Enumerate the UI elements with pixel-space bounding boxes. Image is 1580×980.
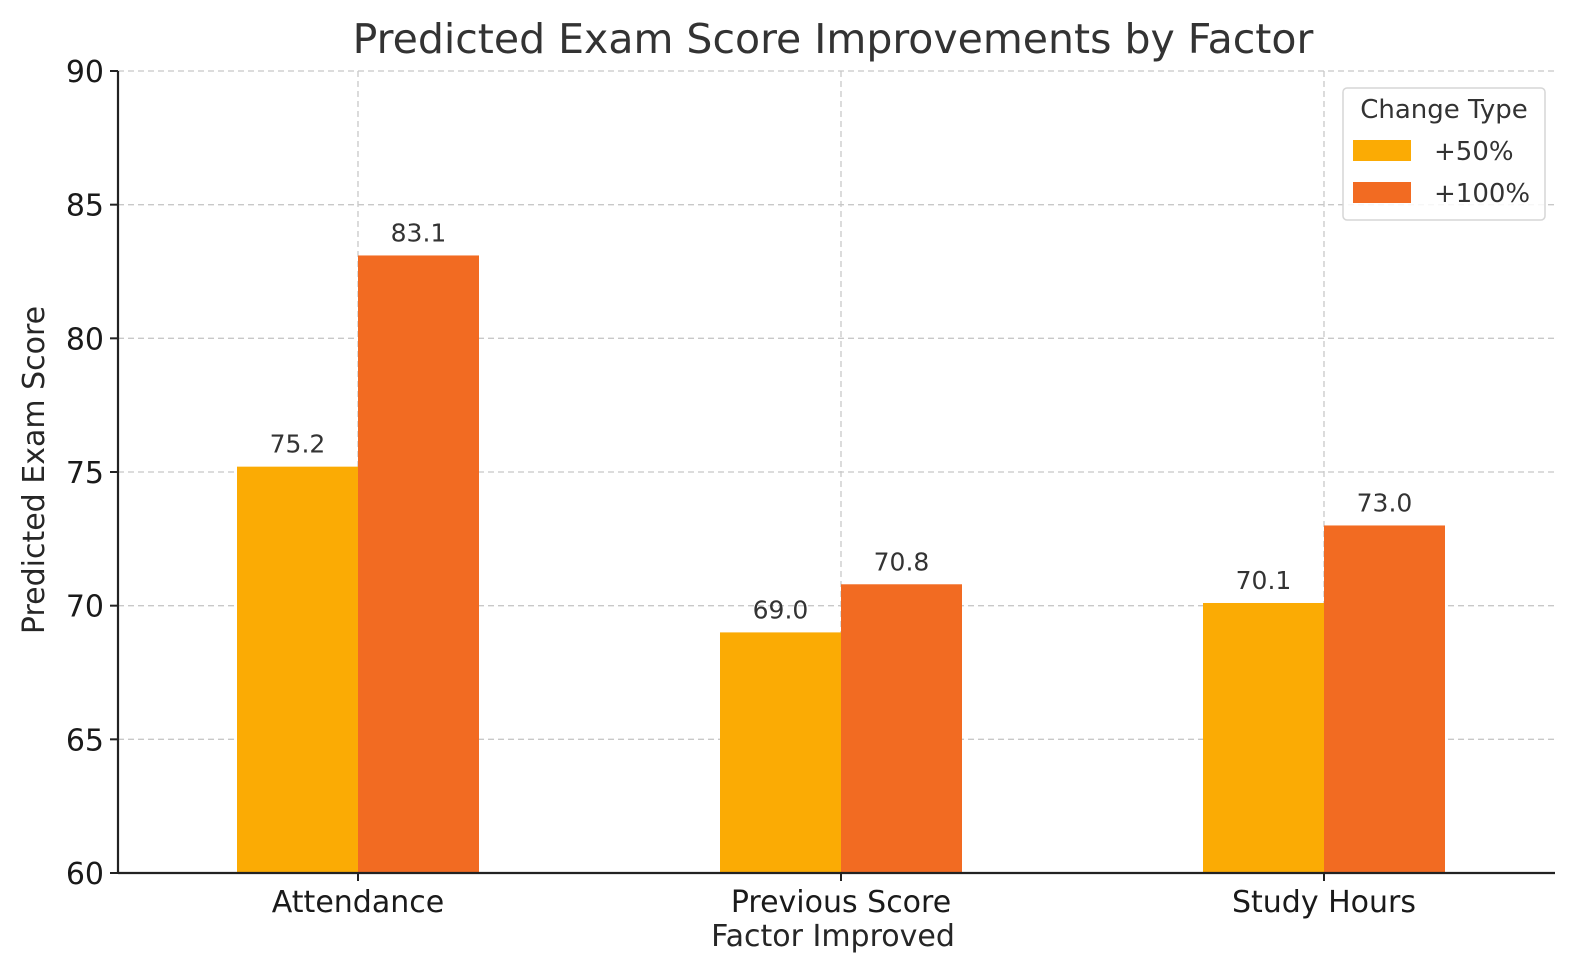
data-label-plus-50: 70.1 xyxy=(1236,566,1292,595)
data-label-plus-50: 75.2 xyxy=(270,430,326,459)
data-label-plus-100: 70.8 xyxy=(874,547,930,576)
data-label-plus-100: 73.0 xyxy=(1357,488,1413,517)
data-label-plus-100: 83.1 xyxy=(391,218,447,247)
legend-label-plus-50: +50% xyxy=(1434,137,1514,167)
y-tick-label: 75 xyxy=(66,456,104,491)
bar-plus-100 xyxy=(358,255,479,873)
legend-swatch-plus-100 xyxy=(1353,182,1411,203)
bars xyxy=(237,255,1445,873)
bar-plus-50 xyxy=(720,632,841,873)
y-ticks: 60 65 70 75 80 85 90 xyxy=(66,55,118,892)
bar-plus-50 xyxy=(1203,602,1324,873)
x-ticks: Attendance Previous Score Study Hours xyxy=(272,873,1416,920)
y-tick-label: 65 xyxy=(66,723,104,758)
data-label-plus-50: 69.0 xyxy=(753,595,809,624)
y-axis-label: Predicted Exam Score xyxy=(17,306,52,634)
legend-label-plus-100: +100% xyxy=(1434,179,1530,209)
legend: Change Type +50% +100% xyxy=(1342,87,1546,221)
y-tick-label: 80 xyxy=(66,322,104,357)
data-labels: 75.2 69.0 70.1 83.1 70.8 73.0 xyxy=(270,218,1413,624)
x-tick-label: Study Hours xyxy=(1232,885,1416,920)
x-axis-label: Factor Improved xyxy=(711,919,955,954)
legend-title: Change Type xyxy=(1360,95,1528,125)
chart-title: Predicted Exam Score Improvements by Fac… xyxy=(353,15,1314,63)
bar-plus-100 xyxy=(841,584,962,873)
y-tick-label: 90 xyxy=(66,55,104,90)
x-tick-label: Attendance xyxy=(272,885,444,920)
y-tick-label: 70 xyxy=(66,590,104,625)
bar-plus-50 xyxy=(237,466,358,873)
x-tick-label: Previous Score xyxy=(731,885,951,920)
y-tick-label: 60 xyxy=(66,857,104,892)
y-tick-label: 85 xyxy=(66,189,104,224)
legend-swatch-plus-50 xyxy=(1353,140,1411,161)
bar-plus-100 xyxy=(1324,525,1445,873)
